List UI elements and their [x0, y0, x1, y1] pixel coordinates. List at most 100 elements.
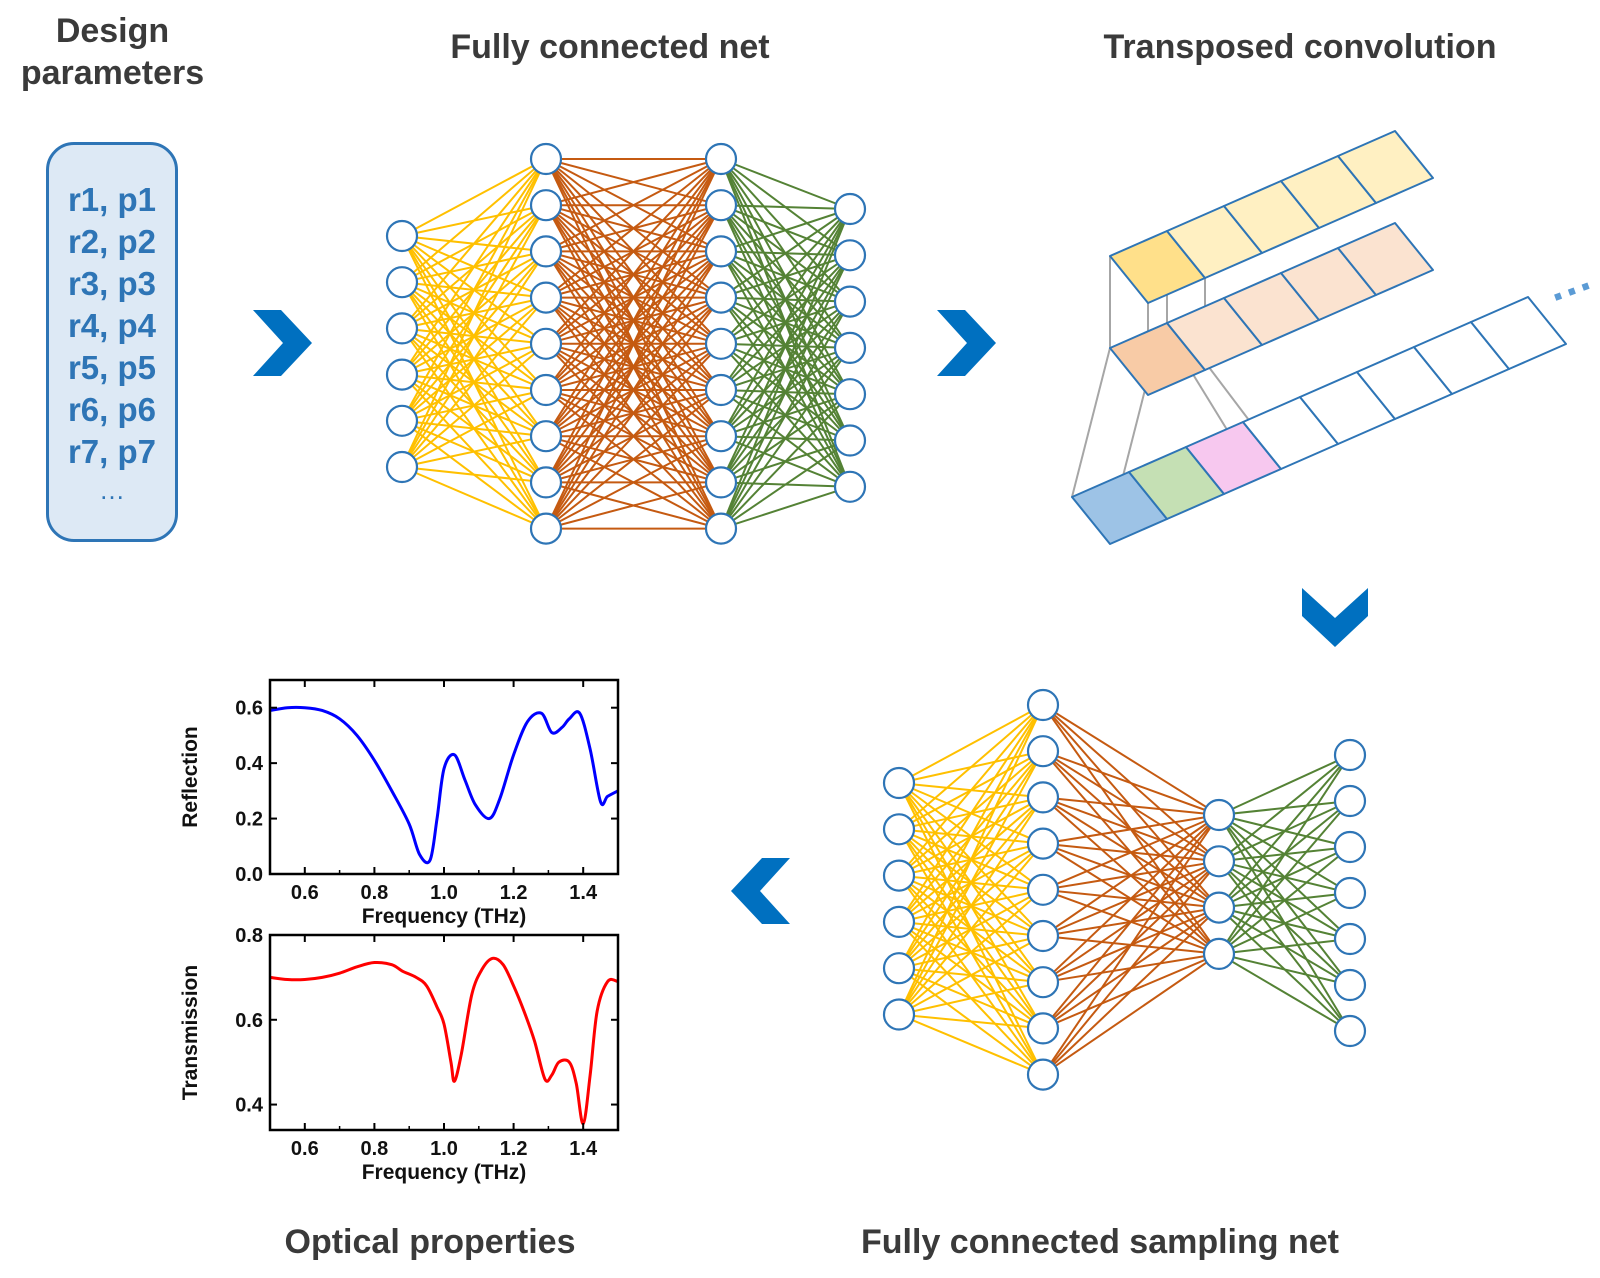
connection-edge: [545, 481, 722, 530]
edge-group: [898, 704, 1351, 1076]
connection-edge: [401, 343, 547, 468]
reflection-chart: 0.6 0.8 1.0 1.2 1.4 0.0 0.2 0.4 0.6 Frequency (TH…: [179, 678, 620, 928]
connection-edge: [898, 704, 1044, 877]
conv-cell: [1337, 130, 1434, 204]
connection-edge: [1042, 814, 1220, 937]
connection-edge: [545, 343, 722, 530]
neuron-node: [1333, 1014, 1367, 1048]
neuron-node: [1026, 735, 1060, 768]
neuron-node: [833, 239, 867, 272]
neuron-node: [1026, 781, 1060, 814]
connection-edge: [720, 158, 851, 210]
edge-layer: [720, 158, 851, 530]
connection-edge: [545, 296, 722, 530]
connection-edge: [401, 158, 547, 422]
neuron-node: [1202, 937, 1236, 971]
connection-edge: [1218, 953, 1351, 1032]
fully-connected-sampling-net: [882, 688, 1367, 1091]
neuron-node: [529, 189, 563, 222]
connection-edge: [720, 208, 851, 253]
plot-frame: [268, 933, 620, 1132]
chevron-right-icon: [937, 310, 996, 376]
neuron-node: [704, 281, 738, 314]
neuron-node: [1333, 968, 1367, 1002]
connection-edge: [1218, 754, 1351, 863]
connection-edge: [401, 158, 547, 237]
x-tick-label: 0.6: [291, 1138, 319, 1160]
connection-edge: [898, 842, 1044, 1016]
x-tick-label: 1.2: [500, 1138, 528, 1160]
conv-output-strip: [1071, 296, 1567, 545]
connection-edge: [545, 158, 722, 437]
y-tick-label: 0.6: [235, 1010, 263, 1032]
neuron-node: [529, 235, 563, 268]
neuron-node: [704, 512, 738, 545]
connection-edge: [545, 204, 722, 530]
connection-edge: [1218, 800, 1351, 955]
connection-edge: [401, 158, 547, 468]
connection-edge: [720, 485, 851, 530]
neuron-node: [385, 404, 419, 437]
connection-edge: [898, 704, 1044, 784]
connection-edge: [720, 254, 851, 530]
param-item: r3, p3: [67, 265, 157, 302]
connection-edge: [1042, 796, 1220, 816]
connection-edge: [720, 439, 851, 530]
connection-edge: [401, 250, 547, 468]
edge-layer: [898, 704, 1044, 1076]
connection-edge: [1218, 846, 1351, 955]
x-tick-label: 1.4: [569, 882, 598, 904]
design-title-line1: Design: [55, 12, 170, 50]
neuron-node: [529, 466, 563, 499]
connection-edge: [545, 158, 722, 483]
node-group: [882, 688, 1367, 1091]
connection-edge: [898, 981, 1044, 1016]
x-tick-label: 1.0: [430, 1138, 458, 1160]
fully-connected-net-title: Fully connected net: [450, 28, 770, 66]
neuron-node: [1333, 876, 1367, 910]
param-item: r5, p5: [67, 349, 157, 386]
connection-edge: [545, 158, 722, 345]
connection-edge: [1218, 754, 1351, 955]
conv-ellipsis: ···: [1544, 261, 1600, 322]
connection-edge: [1042, 750, 1220, 816]
neuron-node: [704, 235, 738, 268]
connection-edge: [1042, 814, 1220, 1076]
conv-kernel-strip: [1109, 222, 1434, 396]
connection-edge: [898, 704, 1044, 1015]
connection-edge: [545, 158, 722, 253]
edge-layer: [1042, 704, 1220, 1076]
connection-edge: [1218, 952, 1351, 986]
neuron-node: [385, 450, 419, 484]
connection-edge: [545, 158, 722, 530]
connection-edge: [545, 158, 722, 299]
neuron-node: [1202, 798, 1236, 832]
connection-edge: [1218, 754, 1351, 816]
neuron-node: [1026, 1058, 1060, 1091]
neuron-node: [882, 813, 916, 846]
connection-edge: [720, 204, 851, 210]
edge-layer: [1218, 754, 1351, 1032]
connection-edge: [401, 435, 547, 468]
neuron-node: [704, 466, 738, 499]
connection-edge: [1042, 814, 1220, 983]
connection-edge: [720, 393, 851, 530]
connection-edge: [1042, 814, 1220, 891]
neuron-node: [385, 358, 419, 391]
neuron-node: [1333, 922, 1367, 956]
connection-edge: [898, 704, 1044, 923]
transposed-convolution-title: Transposed convolution: [1103, 28, 1497, 66]
y-tick-label: 0.8: [235, 925, 263, 947]
neuron-node: [1026, 827, 1060, 860]
neuron-node: [1026, 919, 1060, 953]
neuron-node: [704, 327, 738, 360]
connection-edge: [720, 208, 851, 299]
connection-edge: [898, 889, 1044, 1016]
param-item: r4, p4: [67, 307, 157, 344]
connection-edge: [898, 1013, 1044, 1030]
neuron-node: [833, 378, 867, 411]
optical-properties-title: Optical properties: [284, 1223, 576, 1261]
neuron-node: [385, 219, 419, 253]
param-item: r1, p1: [67, 181, 157, 218]
connection-edge: [1042, 704, 1220, 816]
